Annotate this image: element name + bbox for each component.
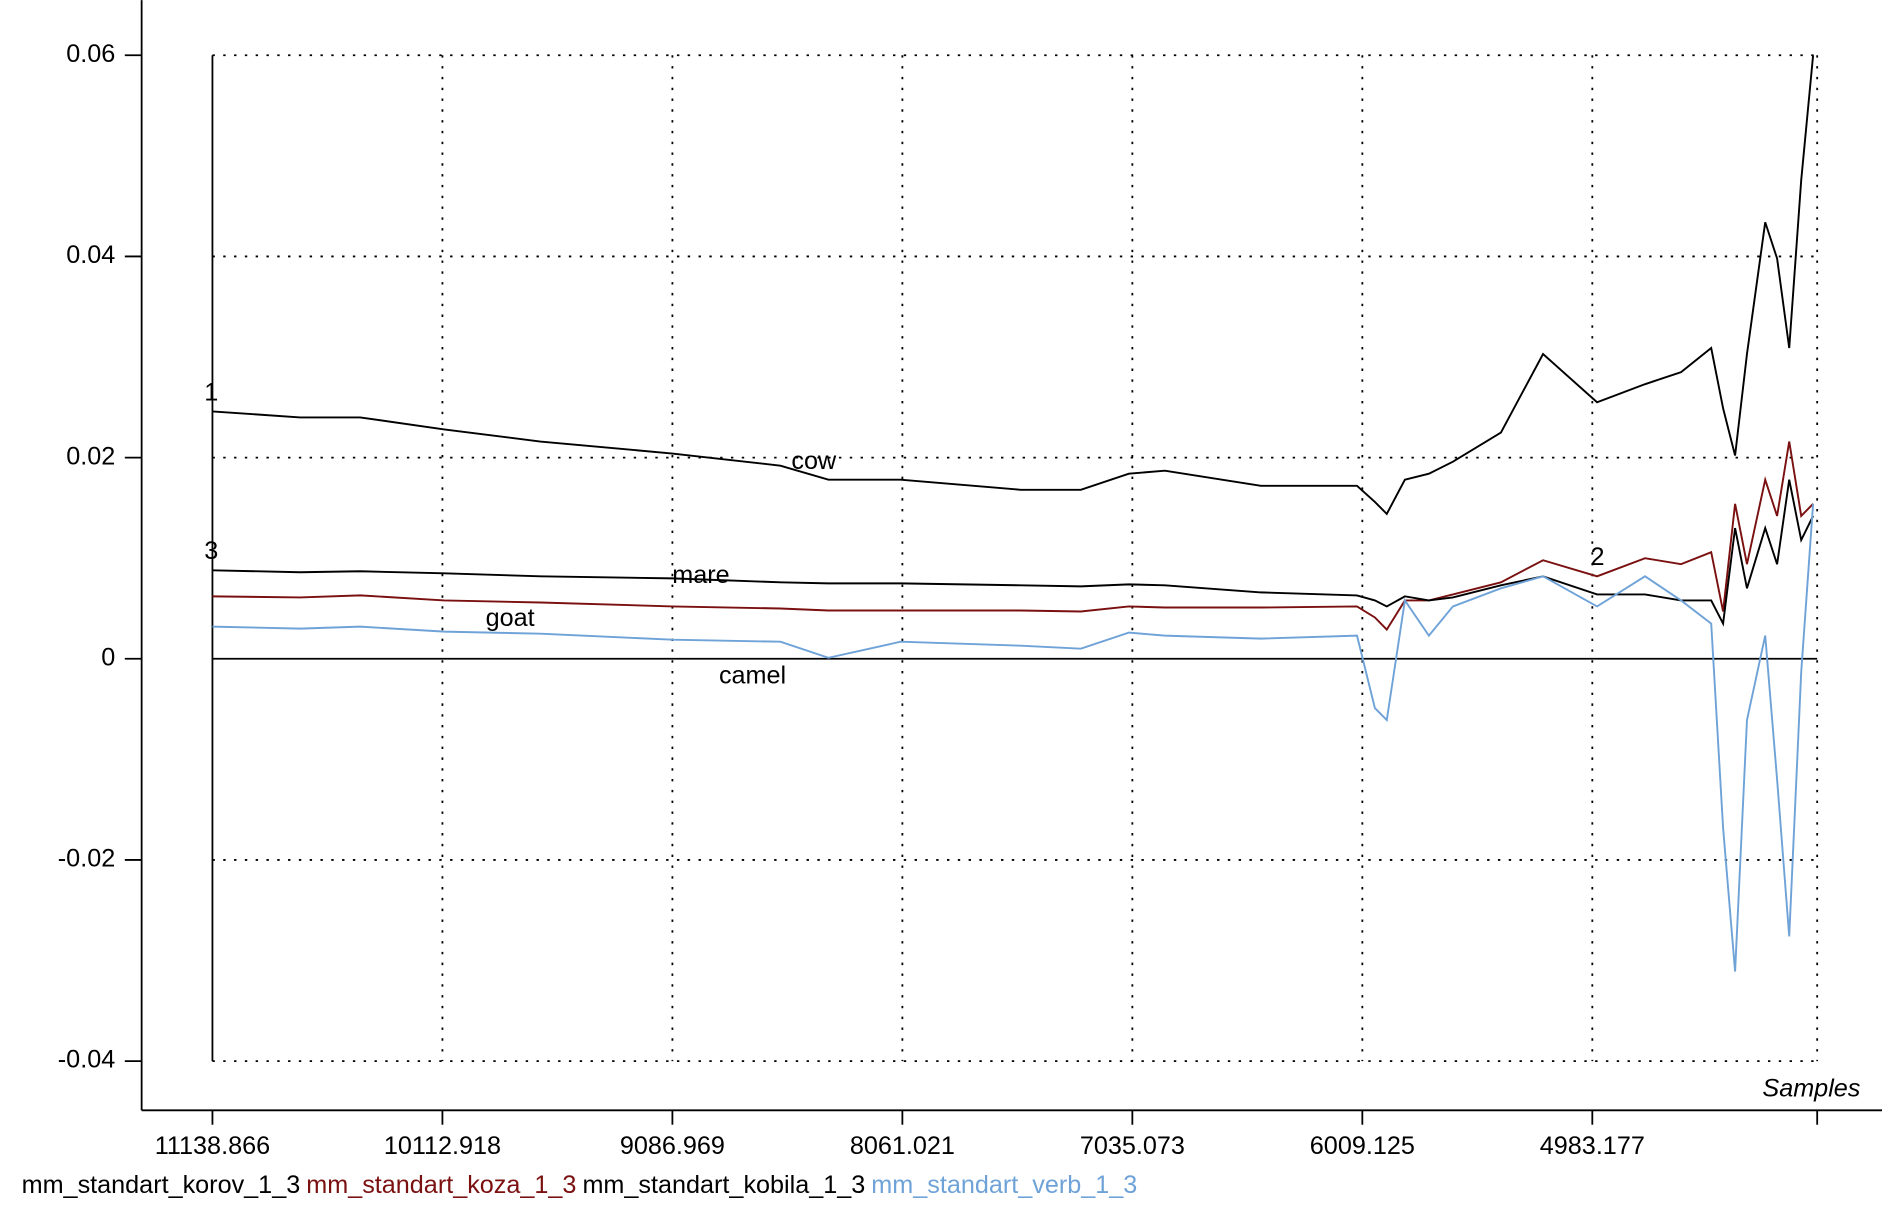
y-tick-label: 0: [101, 643, 115, 671]
annotation: cow: [791, 447, 837, 475]
y-tick-label: -0.04: [58, 1046, 115, 1074]
y-tick-label: 0.02: [66, 442, 115, 470]
annotation: camel: [719, 662, 786, 690]
x-tick-label: 7035.073: [1080, 1132, 1185, 1160]
legend-entry: mm_standart_kobila_1_3: [582, 1171, 865, 1199]
series-line: [212, 479, 1814, 627]
y-tick-label: -0.02: [58, 845, 115, 873]
annotation: goat: [486, 604, 535, 632]
x-tick-label: 4983.177: [1540, 1132, 1645, 1160]
y-tick-label: 0.04: [66, 241, 115, 269]
legend-entry: mm_standart_verb_1_3: [871, 1171, 1137, 1199]
series-line: [212, 503, 1815, 972]
series-line: [212, 441, 1814, 632]
x-tick-label: 9086.969: [620, 1132, 725, 1160]
annotation: 1: [204, 378, 218, 406]
series-line: [212, 55, 1815, 516]
y-tick-label: 0.06: [66, 40, 115, 68]
x-axis-label: Samples: [1762, 1075, 1860, 1103]
legend: mm_standart_korov_1_3 mm_standart_koza_1_…: [22, 1171, 1138, 1199]
x-tick-label: 6009.125: [1310, 1132, 1415, 1160]
legend-entry: mm_standart_koza_1_3: [306, 1171, 576, 1199]
legend-entry: mm_standart_korov_1_3: [22, 1171, 301, 1199]
x-tick-label: 8061.021: [850, 1132, 955, 1160]
annotation: 3: [204, 537, 218, 565]
annotation: mare: [672, 561, 729, 589]
x-tick-label: 10112.918: [384, 1132, 501, 1160]
x-tick-label: 11138.866: [155, 1132, 270, 1160]
annotation: 2: [1591, 543, 1605, 571]
